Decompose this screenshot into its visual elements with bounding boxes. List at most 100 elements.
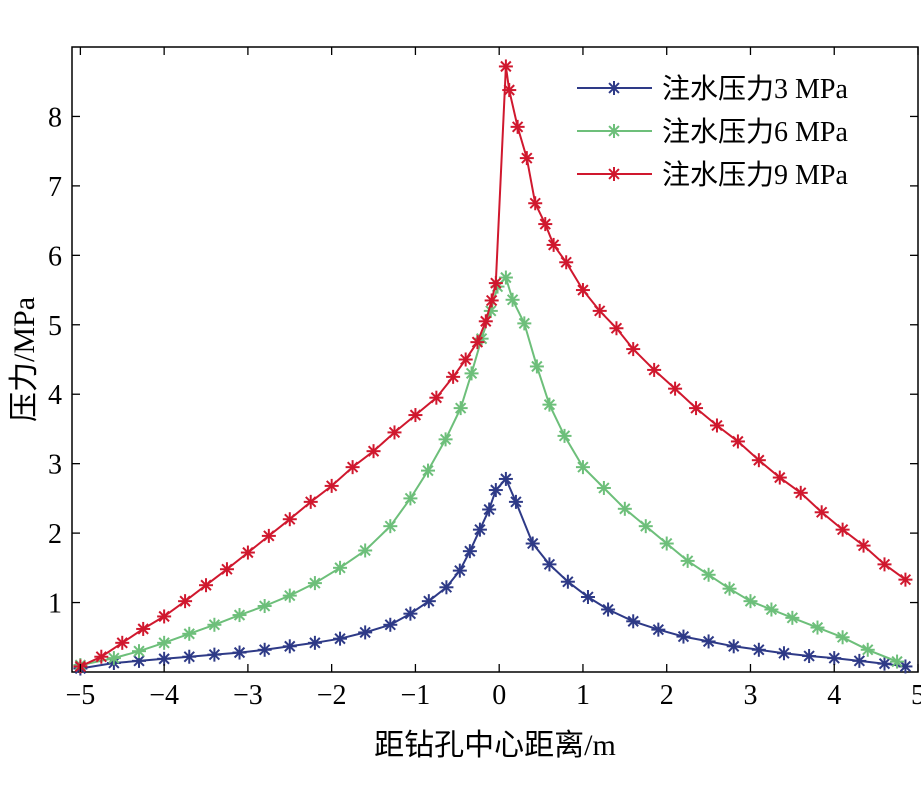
series-3-point <box>240 545 255 560</box>
series-2-point <box>403 491 418 506</box>
series-1-point <box>508 494 523 509</box>
series-2-point <box>307 576 322 591</box>
series-3-point <box>751 453 766 468</box>
series-3-point <box>324 478 339 493</box>
series-1-point <box>307 635 322 650</box>
series-1-point <box>452 563 467 578</box>
series-3-point <box>538 217 553 232</box>
series-3-point <box>484 293 499 308</box>
series-1-point <box>560 574 575 589</box>
y-axis-title: 压力/MPa <box>8 297 41 422</box>
legend-marker-1 <box>607 81 621 95</box>
series-3-point <box>519 151 534 166</box>
series-1-point <box>132 653 147 668</box>
legend-label-1: 注水压力3 MPa <box>662 73 848 105</box>
series-2-point <box>453 401 468 416</box>
series-2-point <box>575 460 590 475</box>
series-3-point <box>178 594 193 609</box>
x-tick-label: 0 <box>492 680 506 711</box>
series-1-point <box>488 483 503 498</box>
y-tick-label: 3 <box>48 450 62 481</box>
series-1-point <box>282 639 297 654</box>
x-tick-label: 2 <box>660 680 674 711</box>
series-2-point <box>638 519 653 534</box>
series-3-point <box>446 369 461 384</box>
series-2-point <box>420 463 435 478</box>
series-3-point <box>345 460 360 475</box>
series-2-point <box>743 594 758 609</box>
x-tick-label: 1 <box>576 680 590 711</box>
series-2-point <box>282 588 297 603</box>
series-2-point <box>232 608 247 623</box>
series-1-point <box>601 602 616 617</box>
series-1-point <box>542 557 557 572</box>
series-2-point <box>207 617 222 632</box>
series-3-point <box>898 572 913 587</box>
y-tick-label: 2 <box>48 519 62 550</box>
series-1-point <box>333 631 348 646</box>
series-2-point <box>557 428 572 443</box>
legend: 注水压力3 MPa 注水压力6 MPa 注水压力9 MPa <box>577 73 848 191</box>
series-2-point <box>333 560 348 575</box>
series-1-point <box>651 622 666 637</box>
series-3-point <box>136 621 151 636</box>
series-3-point <box>366 444 381 459</box>
plot-frame <box>71 46 919 673</box>
series-1-point <box>157 651 172 666</box>
series-2-point <box>132 644 147 659</box>
series-2-point <box>659 536 674 551</box>
series-3-point <box>689 401 704 416</box>
axis-ticks: −5 −4 −3 −2 −1 0 1 2 3 4 5 1 2 3 4 5 6 7 8 <box>48 47 921 711</box>
series-2-point <box>464 366 479 381</box>
series-2-point <box>860 642 875 657</box>
legend-marker-3 <box>607 167 621 181</box>
series-1-point <box>626 614 641 629</box>
series-2-point <box>764 602 779 617</box>
series-1-point <box>439 580 454 595</box>
legend-label-3: 注水压力9 MPa <box>662 159 848 191</box>
series-3-point <box>115 635 130 650</box>
series-2-point <box>680 553 695 568</box>
series-3-point <box>199 578 214 593</box>
y-tick-label: 1 <box>48 589 62 620</box>
series-3-point <box>488 276 503 291</box>
plot-area-border <box>71 46 919 673</box>
series-2-point <box>438 432 453 447</box>
series-3-point <box>814 505 829 520</box>
series-1-point <box>852 653 867 668</box>
series-line-1 <box>80 477 906 670</box>
series-1-point <box>726 639 741 654</box>
series-1-point <box>232 645 247 660</box>
series-3-point <box>429 390 444 405</box>
series-2-point <box>722 581 737 596</box>
y-tick-label: 5 <box>48 311 62 342</box>
y-tick-label: 6 <box>48 241 62 272</box>
series-1-point <box>827 651 842 666</box>
series-3-point <box>626 342 641 357</box>
series-1-point <box>257 642 272 657</box>
series-3-point <box>470 335 485 350</box>
series-2-point <box>617 501 632 516</box>
series-2-point <box>182 626 197 641</box>
series-1-point <box>751 642 766 657</box>
series-1-point <box>462 544 477 559</box>
series-1-point <box>877 656 892 671</box>
series-3-point <box>592 303 607 318</box>
series-3-point <box>793 485 808 500</box>
series-1-point <box>802 649 817 664</box>
series-1-point <box>182 649 197 664</box>
series-3-point <box>157 609 172 624</box>
x-tick-label: −1 <box>401 680 431 711</box>
series-2-point <box>383 519 398 534</box>
series-3-point <box>282 512 297 527</box>
x-tick-label: 4 <box>827 680 841 711</box>
series-2-point <box>890 654 905 669</box>
series-1-point <box>776 646 791 661</box>
series-3-point <box>528 196 543 211</box>
series-1-point <box>207 647 222 662</box>
series-3-point <box>730 434 745 449</box>
series-3-point <box>510 119 525 134</box>
series-3-point <box>709 418 724 433</box>
series-2-point <box>257 599 272 614</box>
